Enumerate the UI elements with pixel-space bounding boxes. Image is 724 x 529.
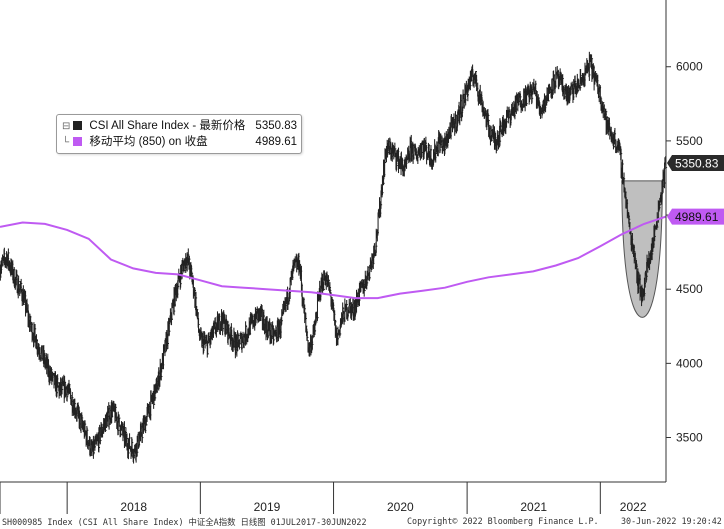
x-tick-label: 2020 [387, 500, 414, 514]
moving-average-layer [0, 215, 667, 300]
legend-entry-price[interactable]: ⊟ CSI All Share Index - 最新价格 5350.83 [62, 118, 297, 134]
y-tick-label: 6000 [676, 60, 703, 74]
moving-average-line [0, 215, 667, 300]
x-tick-label: 2018 [120, 500, 147, 514]
shaded-region-layer [621, 180, 663, 318]
y-tick-label: 4500 [676, 282, 703, 296]
legend[interactable]: ⊟ CSI All Share Index - 最新价格 5350.83 └ 移… [56, 114, 302, 154]
shaded-region-0 [621, 180, 663, 318]
legend-value-price: 5350.83 [255, 120, 297, 132]
axes-layer: 3500400045005000550060002018201920202021… [0, 0, 703, 514]
legend-tree-icon: └ [62, 137, 70, 148]
legend-collapse-icon[interactable]: ⊟ [62, 121, 71, 132]
ma-color-swatch [73, 137, 83, 146]
legend-label-moving-average: 移动平均 (850) on 收盘 [89, 136, 208, 148]
y-tick-label: 3500 [676, 431, 703, 445]
price-series-layer [0, 51, 668, 464]
ma-last-value-label-flag [667, 208, 724, 225]
x-tick-label: 2021 [520, 500, 547, 514]
chart-footer: SH000985 Index (CSI All Share Index) 中证全… [2, 516, 722, 528]
ma-last-value-label: 4989.61 [675, 210, 719, 224]
x-tick-label: 2022 [620, 500, 647, 514]
last-value-labels: 5350.83 4989.61 [667, 155, 724, 225]
y-tick-label: 5500 [676, 134, 703, 148]
legend-label-price: CSI All Share Index - 最新价格 [89, 120, 246, 132]
price-last-value-label: 5350.83 [675, 157, 719, 171]
legend-value-moving-average: 4989.61 [255, 136, 297, 148]
footer-ticker: SH000985 Index (CSI All Share Index) 中证全… [2, 517, 367, 527]
y-tick-label: 4000 [676, 356, 703, 370]
legend-entry-moving-average[interactable]: └ 移动平均 (850) on 收盘 4989.61 [62, 134, 297, 150]
footer-copyright: Copyright© 2022 Bloomberg Finance L.P. [407, 516, 599, 526]
price-color-swatch [73, 121, 83, 130]
price-last-value-label-flag [667, 155, 724, 172]
footer-timestamp: 30-Jun-2022 19:20:42 [621, 516, 722, 526]
x-tick-label: 2019 [254, 500, 281, 514]
